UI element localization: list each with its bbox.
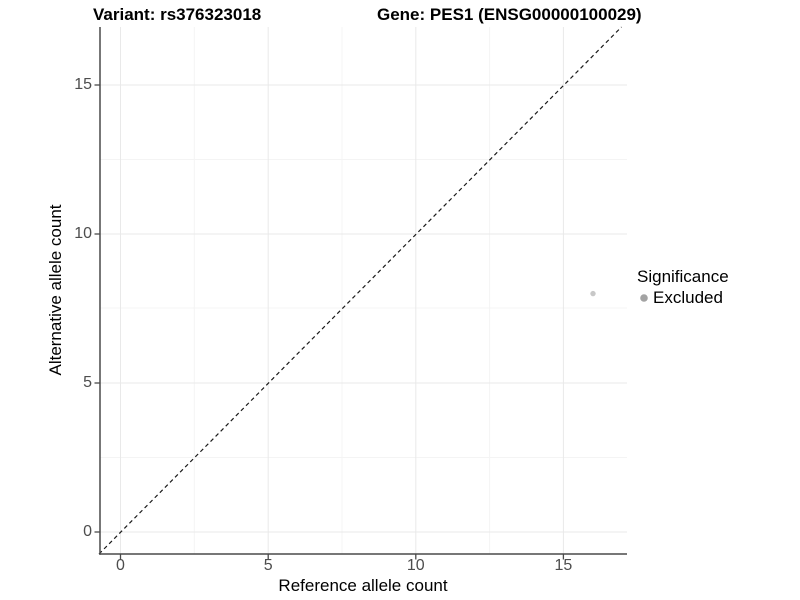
identity-reference-line (98, 26, 622, 555)
scatter-points (590, 290, 596, 297)
y-tick-label-10: 10 (74, 225, 92, 242)
gene-title: Gene: PES1 (ENSG00000100029) (377, 5, 642, 24)
grid-major (100, 27, 627, 554)
legend: Significance Excluded (637, 267, 729, 308)
y-axis-title: Alternative allele count (46, 204, 65, 376)
y-tick-label-15: 15 (74, 76, 92, 93)
x-axis-title: Reference allele count (278, 576, 448, 595)
x-tick-label-15: 15 (554, 557, 573, 574)
legend-item-excluded: Excluded (637, 288, 729, 308)
axis-tick-marks (94, 84, 565, 560)
legend-point-icon (640, 294, 648, 302)
y-tick-label-5: 5 (83, 374, 92, 391)
legend-title: Significance (637, 267, 729, 286)
grid-minor (100, 27, 627, 554)
data-point (590, 290, 596, 297)
x-tick-label-10: 10 (406, 557, 425, 574)
variant-title: Variant: rs376323018 (93, 5, 262, 24)
x-tick-label-5: 5 (263, 557, 273, 574)
x-tick-label-0: 0 (116, 557, 125, 574)
axis-lines (99, 27, 627, 555)
y-tick-label-0: 0 (83, 523, 92, 540)
legend-item-label: Excluded (653, 288, 723, 307)
